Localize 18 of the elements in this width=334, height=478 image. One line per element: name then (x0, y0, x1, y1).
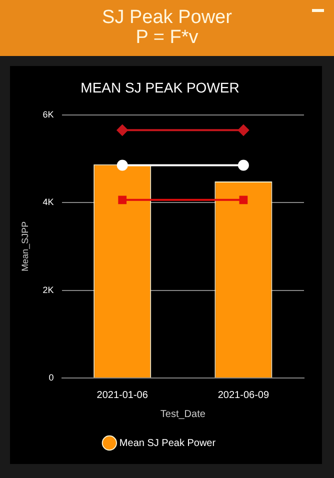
point (238, 124, 249, 136)
text: P = F*v (134, 27, 200, 48)
x-tick-label: 2021-01-06 (96, 390, 148, 401)
text: SJ Peak Power (101, 7, 233, 28)
x-tick-label: 2021-06-09 (218, 390, 270, 401)
x-axis-title: Test_Date (160, 408, 206, 420)
chart-title: MEAN SJ PEAK POWER (80, 79, 240, 96)
point (238, 160, 249, 171)
point (116, 160, 128, 171)
y-axis-title: Mean_SJPP (20, 221, 30, 272)
point (239, 196, 248, 204)
y-tick-label: 6K (42, 109, 54, 120)
point (116, 124, 128, 136)
y-tick-label: 4K (42, 197, 54, 208)
y-tick-label: 0 (48, 372, 54, 382)
y-tick-label: 2K (42, 284, 54, 295)
point (118, 196, 127, 204)
legend-label: Mean SJ Peak Power (119, 438, 216, 449)
